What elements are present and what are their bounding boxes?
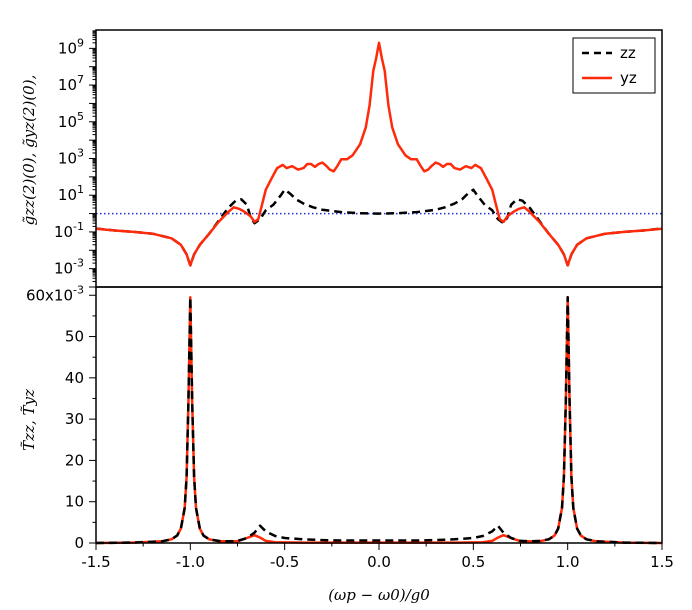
series-line-bottom-yz xyxy=(95,296,663,545)
x-tick-label: 1.5 xyxy=(650,553,674,571)
top-y-tick-label: 105 xyxy=(58,110,84,131)
bottom-y-tick-label: 10 xyxy=(65,493,84,511)
top-series-layer xyxy=(95,41,663,267)
legend-label-zz: zz xyxy=(620,44,636,62)
bottom-y-tick-label: 20 xyxy=(65,451,84,469)
x-tick-label: 0.0 xyxy=(367,553,391,571)
legend: zz yz xyxy=(572,37,656,94)
top-y-tick-label: 10-3 xyxy=(54,257,84,278)
top-y-tick-label: 107 xyxy=(58,73,84,94)
x-tick-label: 1.0 xyxy=(556,553,580,571)
bottom-axes: 0 10 20 30 40 50 60x10-3 -1.5 -1.0 -0.5 0.0 0.5 1.0 1… xyxy=(26,283,674,571)
x-tick-label: -0.5 xyxy=(270,553,299,571)
bottom-y-tick-label: 30 xyxy=(65,410,84,428)
bottom-y-tick-label: 40 xyxy=(65,369,84,387)
bottom-series-layer xyxy=(95,296,663,545)
series-line-top-zz xyxy=(96,188,662,267)
bottom-y-tick-label: 60x10-3 xyxy=(26,283,84,304)
top-y-tick-label: 101 xyxy=(58,183,84,204)
top-y-axis-label: g̃zz(2)(0), g̃yz(2)(0), xyxy=(20,75,38,226)
top-y-tick-label: 103 xyxy=(58,147,84,168)
legend-box xyxy=(572,37,656,94)
x-axis-label: (ωp − ω0)/g0 xyxy=(328,586,430,604)
bottom-y-tick-label: 0 xyxy=(74,534,84,552)
series-line-top-yz xyxy=(95,41,663,267)
top-y-tick-label: 109 xyxy=(58,36,84,57)
top-y-tick-label: 10-1 xyxy=(54,220,84,241)
legend-label-yz: yz xyxy=(620,69,637,87)
bottom-y-tick-label: 50 xyxy=(65,328,84,346)
bottom-y-axis-label: T̃zz, T̃yz xyxy=(20,389,38,451)
x-tick-label: -1.5 xyxy=(81,553,110,571)
x-tick-label: 0.5 xyxy=(461,553,485,571)
bottom-panel: 0 10 20 30 40 50 60x10-3 -1.5 -1.0 -0.5 0.0 0.5 1.0 1… xyxy=(20,283,674,604)
top-panel: 109 107 105 103 101 10-1 10-3 zz yz g̃zz(2)(0)… xyxy=(20,29,663,288)
bottom-plot-frame xyxy=(95,286,663,544)
x-tick-label: -1.0 xyxy=(176,553,205,571)
series-line-bottom-zz xyxy=(95,296,663,545)
top-axes: 109 107 105 103 101 10-1 10-3 xyxy=(54,29,663,288)
